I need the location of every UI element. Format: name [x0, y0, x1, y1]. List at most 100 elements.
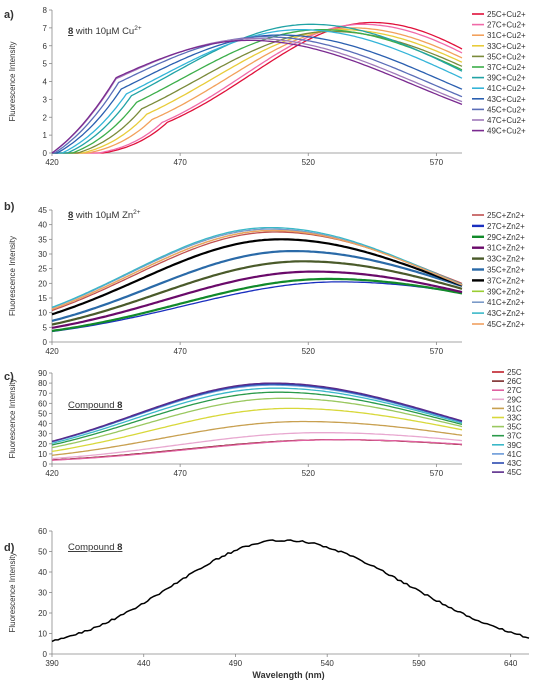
- x-tick-label: 570: [430, 347, 444, 356]
- y-tick-label: 0: [43, 338, 48, 347]
- legend-label: 31C+Zn2+: [487, 244, 525, 253]
- x-axis-label: Wavelength (nm): [252, 670, 324, 680]
- series-line: [51, 391, 463, 446]
- series-line: [51, 432, 463, 460]
- series-line: [51, 226, 463, 308]
- legend-label: 45C+Zn2+: [487, 320, 525, 329]
- legend-label: 39C+Cu2+: [487, 74, 526, 83]
- legend-label: 43C+Zn2+: [487, 309, 525, 318]
- legend-label: 37C: [507, 432, 522, 441]
- series-line: [51, 229, 463, 310]
- legend-label: 31C: [507, 404, 522, 413]
- y-axis-label: Fluorescence Intensity: [8, 378, 17, 458]
- series-line: [51, 539, 530, 643]
- y-tick-label: 4: [43, 78, 48, 87]
- legend-label: 33C+Cu2+: [487, 42, 526, 51]
- series-line: [52, 29, 463, 154]
- series-line: [52, 29, 463, 154]
- legend-label: 39C: [507, 441, 522, 450]
- series-line: [52, 23, 463, 154]
- series-line: [51, 420, 463, 456]
- y-tick-label: 40: [38, 568, 47, 577]
- x-tick-label: 570: [430, 158, 444, 167]
- legend-label: 25C+Cu2+: [487, 10, 526, 19]
- panel-label: a): [4, 9, 14, 21]
- y-tick-label: 0: [43, 460, 48, 469]
- chart-title: Compound 8: [68, 542, 122, 553]
- y-tick-label: 80: [38, 379, 47, 388]
- y-tick-label: 50: [38, 409, 47, 418]
- y-tick-label: 15: [38, 294, 47, 303]
- y-tick-label: 20: [38, 609, 47, 618]
- x-tick-label: 520: [302, 469, 316, 478]
- series-line: [51, 260, 463, 326]
- x-tick-label: 520: [302, 158, 316, 167]
- y-tick-label: 0: [43, 650, 48, 659]
- series-line: [51, 382, 463, 442]
- series-line: [51, 231, 463, 312]
- series-line: [51, 277, 463, 332]
- series-line: [51, 270, 463, 329]
- legend-label: 29C+Zn2+: [487, 233, 525, 242]
- legend-label: 27C: [507, 386, 522, 395]
- series-line: [51, 238, 463, 316]
- y-tick-label: 10: [38, 450, 47, 459]
- x-tick-label: 640: [504, 659, 518, 668]
- series-line: [51, 37, 463, 154]
- legend-label: 41C+Zn2+: [487, 298, 525, 307]
- y-tick-label: 40: [38, 420, 47, 429]
- y-tick-label: 10: [38, 309, 47, 318]
- x-tick-label: 440: [137, 659, 151, 668]
- series-line: [51, 250, 463, 322]
- legend-label: 33C: [507, 414, 522, 423]
- y-tick-label: 25: [38, 265, 47, 274]
- x-tick-label: 540: [321, 659, 335, 668]
- y-axis-label: Fluorescence Intensity: [8, 236, 17, 316]
- y-tick-label: 0: [43, 149, 48, 158]
- x-tick-label: 420: [45, 347, 59, 356]
- x-tick-label: 420: [45, 469, 59, 478]
- y-tick-label: 6: [43, 42, 48, 51]
- panel-label: c): [4, 371, 14, 383]
- x-tick-label: 420: [45, 158, 59, 167]
- legend-label: 26C: [507, 377, 522, 386]
- y-tick-label: 60: [38, 527, 47, 536]
- y-tick-label: 30: [38, 250, 47, 259]
- legend-label: 33C+Zn2+: [487, 255, 525, 264]
- y-tick-label: 10: [38, 630, 47, 639]
- x-tick-label: 520: [302, 347, 316, 356]
- legend-label: 31C+Cu2+: [487, 31, 526, 40]
- chart-panel-2: b) 0 5 10 15 20 25 30 35 40 45 420 470 520 570 Fluoresc…: [4, 201, 525, 356]
- legend-label: 37C+Cu2+: [487, 63, 526, 72]
- x-tick-label: 470: [173, 158, 187, 167]
- y-tick-label: 30: [38, 430, 47, 439]
- y-tick-label: 2: [43, 113, 48, 122]
- y-tick-label: 30: [38, 589, 47, 598]
- legend-label: 41C+Cu2+: [487, 84, 526, 93]
- y-tick-label: 5: [43, 60, 48, 69]
- series-line: [51, 397, 463, 449]
- series-line: [51, 387, 463, 444]
- legend-label: 45C+Cu2+: [487, 105, 526, 114]
- legend-label: 47C+Cu2+: [487, 116, 526, 125]
- panel-label: d): [4, 542, 15, 554]
- y-tick-label: 35: [38, 235, 47, 244]
- series-line: [51, 439, 463, 461]
- series-line: [52, 21, 463, 154]
- y-tick-label: 3: [43, 95, 48, 104]
- legend-label: 25C: [507, 368, 522, 377]
- y-tick-label: 40: [38, 221, 47, 230]
- chart-title: 8 with 10µM Cu2+: [68, 25, 142, 37]
- chart-title: 8 with 10µM Zn2+: [68, 209, 141, 221]
- series-line: [52, 30, 463, 154]
- legend-label: 27C+Cu2+: [487, 21, 526, 30]
- x-tick-label: 590: [412, 659, 426, 668]
- y-tick-label: 45: [38, 206, 47, 215]
- legend-label: 35C+Zn2+: [487, 266, 525, 275]
- legend-label: 35C: [507, 423, 522, 432]
- legend-label: 27C+Zn2+: [487, 222, 525, 231]
- legend-label: 43C+Cu2+: [487, 95, 526, 104]
- y-tick-label: 5: [43, 323, 48, 332]
